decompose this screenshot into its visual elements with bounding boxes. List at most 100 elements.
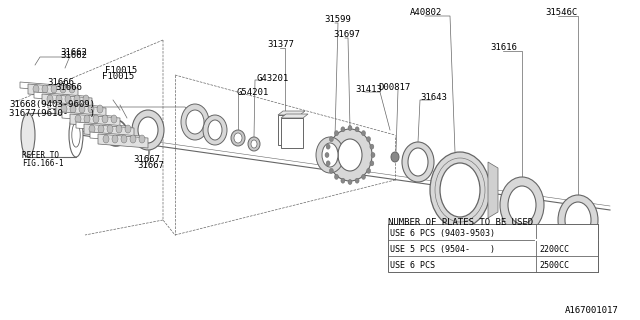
Polygon shape: [28, 84, 78, 98]
Ellipse shape: [61, 105, 67, 113]
Ellipse shape: [70, 105, 76, 113]
Ellipse shape: [130, 135, 136, 143]
Bar: [28, 113, 76, 157]
Ellipse shape: [402, 142, 434, 182]
Ellipse shape: [325, 153, 329, 157]
Ellipse shape: [33, 85, 39, 93]
Bar: [281, 118, 303, 148]
Polygon shape: [20, 82, 70, 92]
Ellipse shape: [56, 95, 62, 103]
Text: USE 6 PCS: USE 6 PCS: [390, 261, 435, 270]
Ellipse shape: [355, 178, 359, 183]
Polygon shape: [278, 111, 305, 115]
Text: 31546C: 31546C: [545, 8, 577, 17]
Text: 2200CC: 2200CC: [539, 245, 569, 254]
Text: 31377: 31377: [267, 40, 294, 49]
Ellipse shape: [93, 115, 99, 123]
Text: 31643: 31643: [420, 93, 447, 102]
Ellipse shape: [362, 174, 365, 179]
Polygon shape: [62, 112, 112, 122]
Text: 31662: 31662: [60, 48, 87, 57]
Ellipse shape: [89, 125, 95, 133]
Ellipse shape: [138, 117, 158, 143]
Ellipse shape: [88, 105, 94, 113]
Ellipse shape: [181, 104, 209, 140]
Ellipse shape: [125, 125, 131, 133]
Text: 31413: 31413: [355, 85, 382, 94]
Ellipse shape: [367, 137, 371, 142]
Ellipse shape: [248, 137, 260, 151]
Ellipse shape: [558, 195, 598, 245]
Ellipse shape: [186, 110, 204, 134]
Text: 31697: 31697: [333, 30, 360, 39]
Ellipse shape: [112, 135, 118, 143]
Ellipse shape: [328, 129, 372, 181]
Polygon shape: [76, 122, 126, 132]
Text: 31668(9403-9609): 31668(9403-9609): [9, 100, 95, 109]
Text: 31667: 31667: [133, 155, 160, 164]
Ellipse shape: [75, 115, 81, 123]
Ellipse shape: [208, 120, 222, 140]
Ellipse shape: [430, 152, 490, 228]
Polygon shape: [56, 104, 106, 118]
Ellipse shape: [203, 115, 227, 145]
Text: F10015: F10015: [102, 72, 134, 81]
Text: 2500CC: 2500CC: [539, 261, 569, 270]
Ellipse shape: [362, 131, 365, 136]
Ellipse shape: [341, 127, 345, 132]
Text: D00817: D00817: [378, 83, 410, 92]
Ellipse shape: [371, 153, 375, 157]
Text: 31666: 31666: [47, 78, 74, 87]
Text: 31677(9610-    ): 31677(9610- ): [9, 109, 95, 118]
Text: USE 6 PCS (9403-9503): USE 6 PCS (9403-9503): [390, 229, 495, 238]
Ellipse shape: [326, 161, 330, 166]
Ellipse shape: [103, 135, 109, 143]
Text: REFER TO: REFER TO: [22, 151, 59, 160]
Ellipse shape: [326, 144, 330, 149]
Text: G43201: G43201: [256, 74, 288, 83]
Ellipse shape: [565, 202, 591, 238]
Ellipse shape: [335, 131, 339, 136]
Text: A40802: A40802: [410, 8, 442, 17]
Text: 31666: 31666: [55, 83, 82, 92]
Polygon shape: [98, 134, 148, 148]
Ellipse shape: [102, 115, 108, 123]
Ellipse shape: [348, 125, 352, 131]
Text: 31667: 31667: [137, 161, 164, 170]
Ellipse shape: [65, 95, 71, 103]
Bar: [278, 115, 300, 145]
Polygon shape: [84, 124, 134, 138]
Ellipse shape: [348, 180, 352, 185]
Ellipse shape: [231, 130, 245, 146]
Ellipse shape: [132, 110, 164, 150]
Text: A167001017: A167001017: [565, 306, 619, 315]
Ellipse shape: [69, 113, 83, 157]
Ellipse shape: [139, 135, 145, 143]
Ellipse shape: [116, 125, 122, 133]
Polygon shape: [48, 102, 98, 112]
Ellipse shape: [330, 141, 340, 169]
Ellipse shape: [330, 168, 333, 173]
Ellipse shape: [97, 105, 103, 113]
Ellipse shape: [51, 85, 57, 93]
Ellipse shape: [440, 163, 480, 217]
Ellipse shape: [47, 95, 53, 103]
Text: G54201: G54201: [236, 88, 268, 97]
Text: FIG.166-1: FIG.166-1: [22, 159, 63, 168]
Bar: [388, 224, 598, 272]
Ellipse shape: [72, 123, 80, 147]
Polygon shape: [34, 92, 84, 102]
Ellipse shape: [508, 186, 536, 224]
Ellipse shape: [79, 105, 85, 113]
Ellipse shape: [107, 125, 113, 133]
Text: 31662: 31662: [60, 51, 87, 60]
Ellipse shape: [391, 152, 399, 162]
Ellipse shape: [322, 143, 338, 167]
Ellipse shape: [98, 125, 104, 133]
Ellipse shape: [83, 95, 89, 103]
Ellipse shape: [74, 95, 80, 103]
Ellipse shape: [42, 85, 48, 93]
Polygon shape: [70, 114, 120, 128]
Ellipse shape: [335, 174, 339, 179]
Ellipse shape: [21, 113, 35, 157]
